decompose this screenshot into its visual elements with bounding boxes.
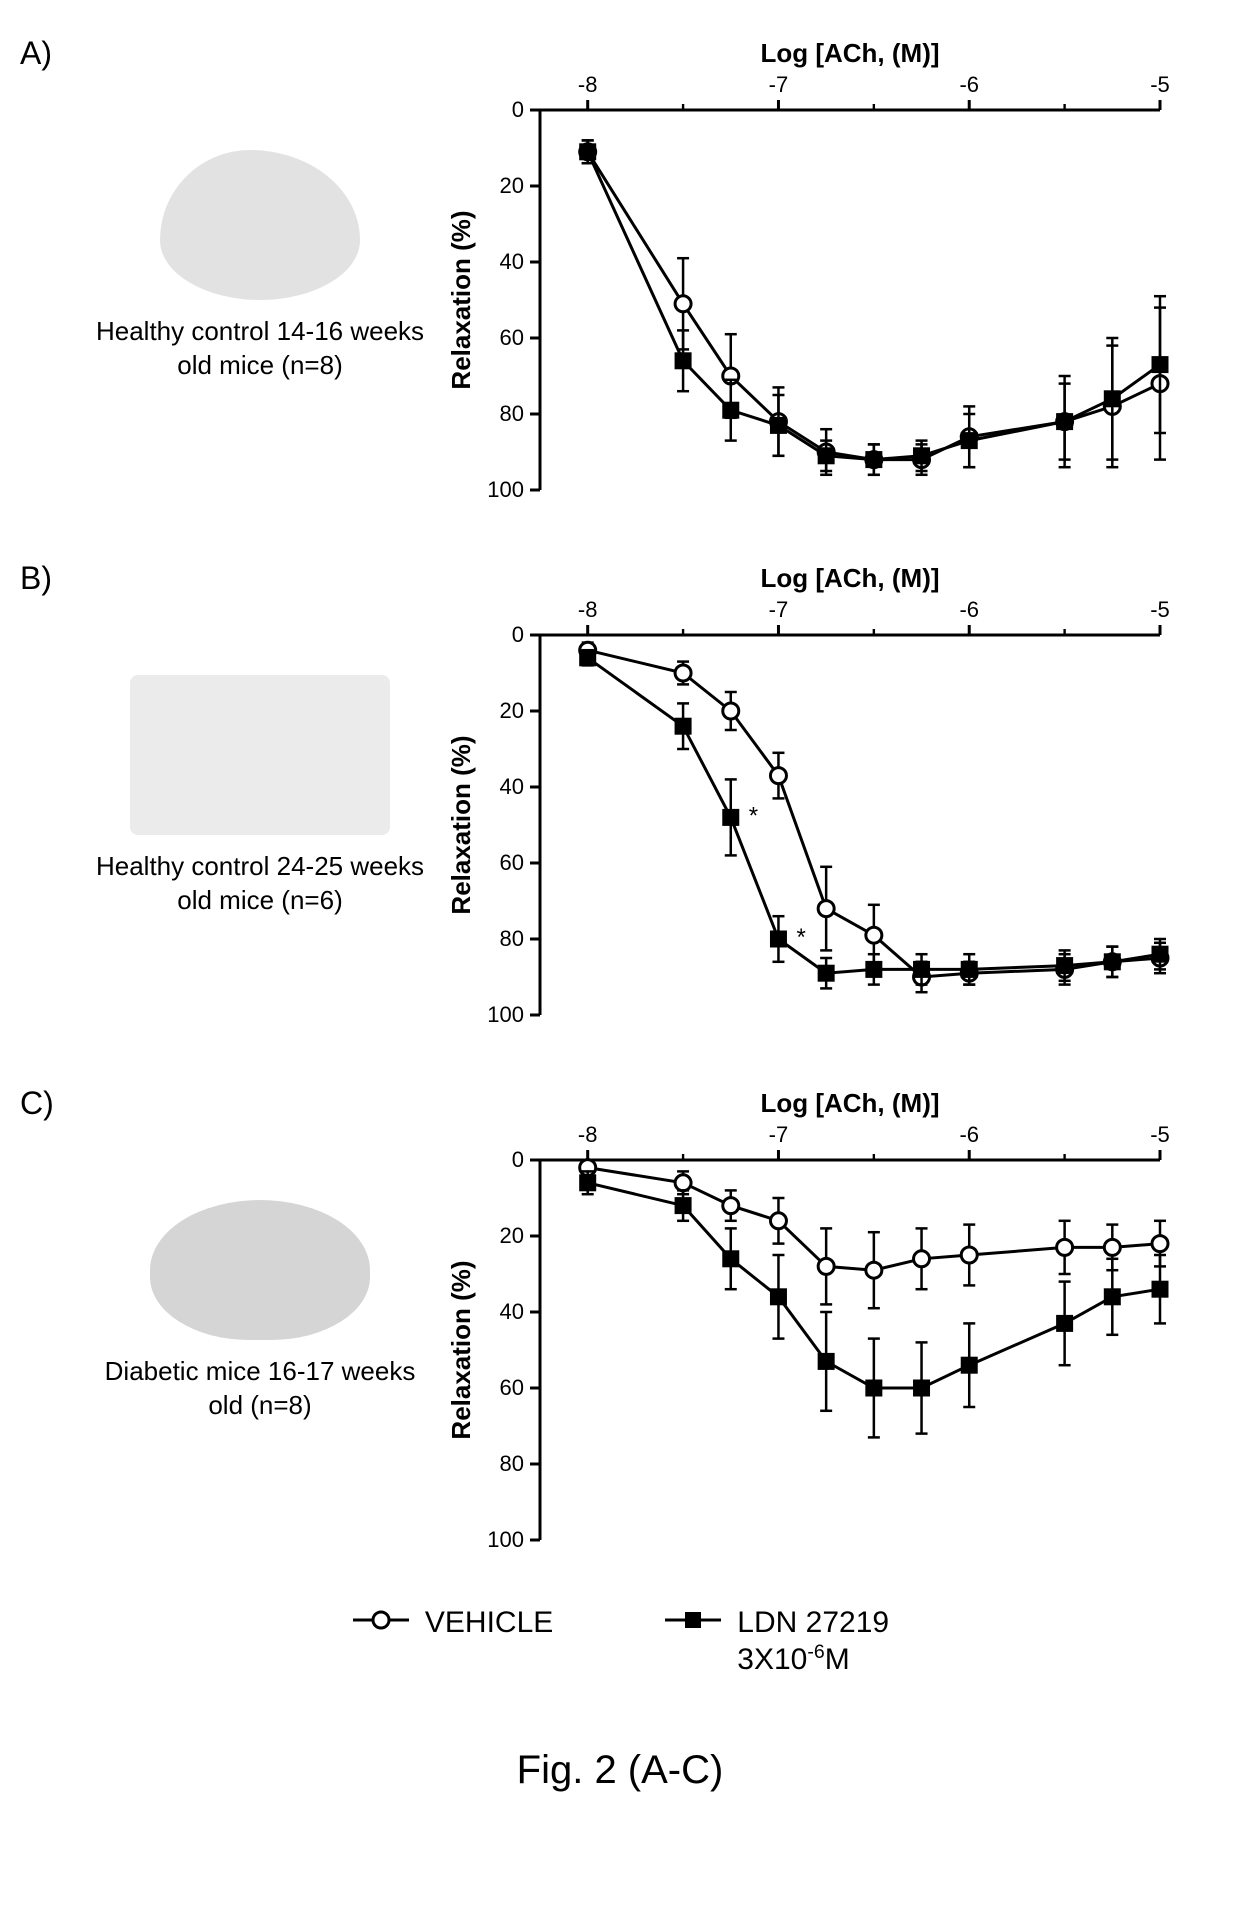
svg-text:40: 40 bbox=[500, 249, 524, 274]
mouse-image-a bbox=[160, 150, 360, 300]
legend-ldn-marker bbox=[663, 1605, 723, 1635]
figure-title: Fig. 2 (A-C) bbox=[20, 1748, 1220, 1793]
svg-text:100: 100 bbox=[487, 1002, 524, 1027]
svg-text:0: 0 bbox=[512, 622, 524, 647]
svg-text:Log [ACh, (M)]: Log [ACh, (M)] bbox=[760, 38, 939, 68]
panel-c: C) Diabetic mice 16-17 weeks old (n=8) -… bbox=[20, 1080, 1220, 1565]
svg-text:-7: -7 bbox=[769, 72, 789, 97]
panel-b-label: B) bbox=[20, 555, 80, 597]
svg-text:-6: -6 bbox=[959, 597, 979, 622]
svg-text:-6: -6 bbox=[959, 72, 979, 97]
panel-a-left: Healthy control 14-16 weeks old mice (n=… bbox=[80, 30, 440, 383]
legend-vehicle-label: VEHICLE bbox=[425, 1605, 553, 1641]
svg-text:40: 40 bbox=[500, 774, 524, 799]
svg-text:-8: -8 bbox=[578, 1122, 598, 1147]
svg-text:100: 100 bbox=[487, 1527, 524, 1552]
svg-text:60: 60 bbox=[500, 850, 524, 875]
panel-c-left: Diabetic mice 16-17 weeks old (n=8) bbox=[80, 1080, 440, 1423]
svg-text:*: * bbox=[749, 802, 758, 829]
svg-text:60: 60 bbox=[500, 1375, 524, 1400]
svg-text:-7: -7 bbox=[769, 1122, 789, 1147]
panel-a-caption: Healthy control 14-16 weeks old mice (n=… bbox=[95, 315, 425, 383]
svg-text:-8: -8 bbox=[578, 72, 598, 97]
svg-text:Log [ACh, (M)]: Log [ACh, (M)] bbox=[760, 563, 939, 593]
svg-text:Relaxation (%): Relaxation (%) bbox=[446, 1260, 476, 1439]
svg-text:-5: -5 bbox=[1150, 72, 1170, 97]
svg-text:Relaxation (%): Relaxation (%) bbox=[446, 210, 476, 389]
panel-c-label: C) bbox=[20, 1080, 80, 1122]
panel-b-left: Healthy control 24-25 weeks old mice (n=… bbox=[80, 555, 440, 918]
svg-text:20: 20 bbox=[500, 1223, 524, 1248]
svg-text:60: 60 bbox=[500, 325, 524, 350]
svg-text:Log [ACh, (M)]: Log [ACh, (M)] bbox=[760, 1088, 939, 1118]
svg-text:0: 0 bbox=[512, 97, 524, 122]
panel-a: A) Healthy control 14-16 weeks old mice … bbox=[20, 30, 1220, 515]
chart-c: -8 -7 -6 -5 Log [ACh, (M)] 0 20 40 60 80 100 Relaxa… bbox=[440, 1080, 1220, 1565]
svg-text:-6: -6 bbox=[959, 1122, 979, 1147]
svg-text:40: 40 bbox=[500, 1299, 524, 1324]
mouse-image-c bbox=[150, 1200, 370, 1340]
panel-b: B) Healthy control 24-25 weeks old mice … bbox=[20, 555, 1220, 1040]
legend-vehicle-marker bbox=[351, 1605, 411, 1635]
svg-text:20: 20 bbox=[500, 698, 524, 723]
svg-text:80: 80 bbox=[500, 1451, 524, 1476]
svg-text:-8: -8 bbox=[578, 597, 598, 622]
svg-text:-5: -5 bbox=[1150, 597, 1170, 622]
svg-text:-5: -5 bbox=[1150, 1122, 1170, 1147]
svg-text:*: * bbox=[796, 924, 805, 951]
svg-text:100: 100 bbox=[487, 477, 524, 502]
svg-text:80: 80 bbox=[500, 401, 524, 426]
legend-ldn: LDN 27219 3X10-6M bbox=[663, 1605, 889, 1678]
svg-text:80: 80 bbox=[500, 926, 524, 951]
legend: VEHICLE LDN 27219 3X10-6M bbox=[20, 1605, 1220, 1678]
legend-vehicle: VEHICLE bbox=[351, 1605, 553, 1641]
chart-a: -8 -7 -6 -5 Log [ACh, (M)] 0 20 40 60 80 100 Relaxa… bbox=[440, 30, 1220, 515]
svg-text:Relaxation (%): Relaxation (%) bbox=[446, 735, 476, 914]
panel-c-caption: Diabetic mice 16-17 weeks old (n=8) bbox=[95, 1355, 425, 1423]
mouse-image-b bbox=[130, 675, 390, 835]
panel-b-caption: Healthy control 24-25 weeks old mice (n=… bbox=[95, 850, 425, 918]
svg-text:20: 20 bbox=[500, 173, 524, 198]
svg-text:-7: -7 bbox=[769, 597, 789, 622]
panel-a-label: A) bbox=[20, 30, 80, 72]
svg-text:0: 0 bbox=[512, 1147, 524, 1172]
legend-ldn-label: LDN 27219 3X10-6M bbox=[737, 1605, 889, 1678]
chart-b: -8 -7 -6 -5 Log [ACh, (M)] 0 20 40 60 80 100 Relaxa… bbox=[440, 555, 1220, 1040]
